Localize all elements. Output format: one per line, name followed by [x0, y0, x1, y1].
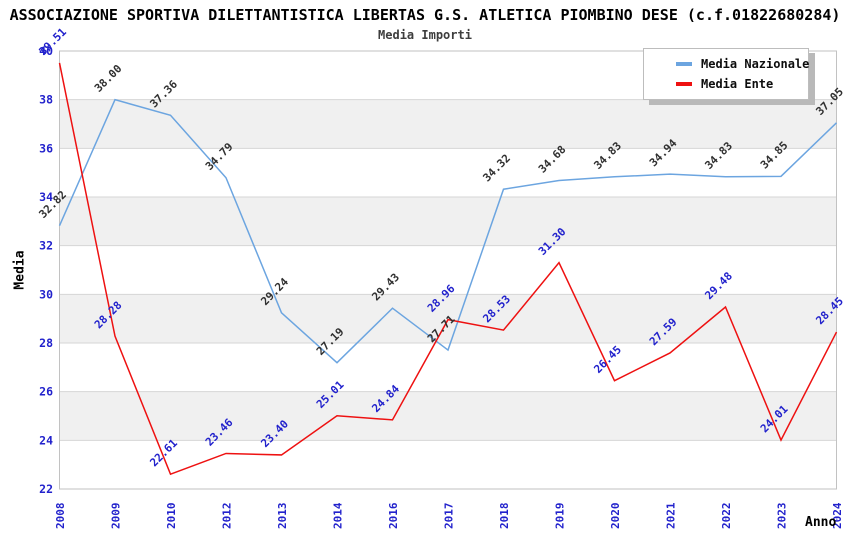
value-label: 38.00	[92, 62, 125, 95]
y-tick-label: 38	[39, 93, 53, 107]
legend-swatch-red-line-icon	[676, 82, 692, 86]
legend-swatch-blue-line-icon	[676, 62, 692, 66]
chart-subtitle: Media Importi	[378, 28, 472, 42]
y-tick-label: 34	[39, 190, 53, 204]
plot-band	[59, 391, 837, 441]
value-label: 22.61	[147, 436, 180, 469]
x-tick-label: 2017	[443, 503, 456, 530]
y-axis-title: Media	[12, 250, 28, 290]
legend-item-media-nazionale: Media Nazionale	[676, 57, 810, 71]
x-tick-label: 2016	[387, 502, 400, 529]
y-tick-label: 40	[39, 44, 53, 58]
value-label: 26.45	[591, 343, 624, 376]
plot-band	[59, 197, 837, 246]
x-tick-label: 2018	[498, 503, 511, 530]
x-axis-title: Anno	[805, 515, 837, 530]
y-tick-label: 26	[39, 385, 53, 399]
x-tick-label: 2010	[165, 503, 178, 530]
y-tick-label: 30	[39, 287, 53, 301]
legend: Media Nazionale Media Ente	[643, 48, 809, 100]
x-tick-label: 2008	[54, 503, 67, 530]
plot-band	[59, 294, 837, 343]
y-tick-label: 22	[39, 482, 53, 496]
x-tick-label: 2009	[110, 503, 123, 530]
x-tick-label: 2024	[831, 502, 844, 529]
value-label: 34.32	[480, 152, 513, 185]
chart-title: ASSOCIAZIONE SPORTIVA DILETTANTISTICA LI…	[9, 6, 841, 24]
series-line-media-ente	[58, 62, 838, 476]
x-tick-label: 2020	[609, 503, 622, 530]
series-line-media-nazionale	[58, 98, 838, 364]
legend-label: Media Ente	[701, 77, 774, 91]
plot-band	[59, 99, 837, 149]
y-tick-label: 28	[39, 336, 53, 350]
y-tick-label: 36	[39, 141, 53, 155]
x-tick-label: 2019	[554, 503, 567, 530]
y-tick-label: 32	[39, 239, 53, 253]
y-tick-label: 24	[39, 433, 53, 447]
x-tick-label: 2013	[276, 503, 289, 530]
x-tick-label: 2022	[720, 503, 733, 530]
x-tick-label: 2012	[221, 503, 234, 530]
x-tick-label: 2021	[665, 502, 678, 529]
x-tick-label: 2014	[332, 502, 345, 529]
legend-item-media-ente: Media Ente	[676, 77, 808, 91]
x-tick-label: 2023	[776, 503, 789, 530]
legend-label: Media Nazionale	[701, 57, 810, 71]
plot-border	[59, 50, 837, 490]
